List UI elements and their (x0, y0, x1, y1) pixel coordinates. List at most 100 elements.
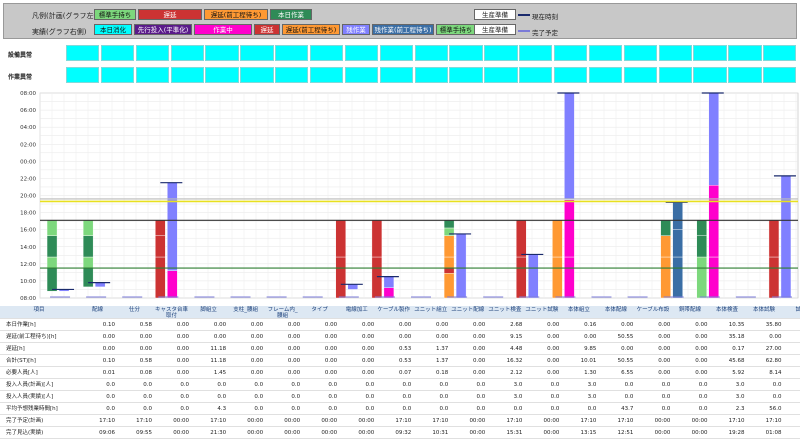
table-cell: 0.00 (324, 322, 338, 328)
abnormal-cell[interactable] (100, 45, 135, 61)
abnormal-cell[interactable] (763, 67, 797, 83)
abnormal-cell[interactable] (100, 67, 135, 83)
abnormal-cell[interactable] (66, 45, 100, 61)
table-cell: 0.0 (106, 406, 116, 412)
table-cell: 0.00 (695, 358, 708, 364)
table-cell: 0.0 (476, 382, 486, 388)
abnormal-cell[interactable] (135, 67, 170, 83)
table-cell: 11.18 (210, 358, 227, 364)
abnormal-cell[interactable] (484, 45, 518, 61)
table-row: 本日作業[h] 0.10 0.58 0.00 0.00 0.00 0.00 0.00 0.00 0… (0, 320, 800, 331)
abnormal-cell[interactable] (310, 45, 344, 61)
table-cell: 0.0 (784, 404, 800, 415)
abnormal-cell[interactable] (554, 45, 588, 61)
abnormal-cell[interactable] (205, 45, 239, 61)
abnormal-cell[interactable] (344, 67, 379, 83)
table-cell: 0.00 (436, 322, 449, 328)
abnormal-cell[interactable] (240, 45, 274, 61)
table-row: 遅延(前工程待ち)[h] 0.00 0.00 0.00 0.00 0.00 0.00 0.00… (0, 332, 800, 343)
table-header-cell: 支柱_腰組 (233, 307, 258, 313)
equipment-abnormal-row (66, 45, 798, 61)
abnormal-cell[interactable] (519, 67, 553, 83)
table-cell: 0.0 (587, 406, 597, 412)
abnormal-cell[interactable] (588, 67, 623, 83)
table-cell: 1.37 (436, 358, 449, 364)
table-cell: 00:00 (284, 418, 301, 424)
abnormal-cell[interactable] (379, 45, 414, 61)
table-cell: 0.0 (328, 382, 338, 388)
abnormal-cell[interactable] (135, 45, 170, 61)
table-cell: 0.00 (658, 358, 671, 364)
abnormal-cell[interactable] (588, 45, 623, 61)
table-cell: 0.00 (287, 358, 301, 364)
table-cell: 6.55 (621, 370, 634, 376)
table-row-label: 遅延(前工程待ち)[h] (6, 334, 57, 340)
table-cell: 0.0 (365, 382, 375, 388)
table-cell: 1.45 (213, 370, 227, 376)
table-cell: 00:00 (358, 418, 375, 424)
table-cell: 0.0 (784, 392, 800, 403)
abnormal-cell[interactable] (658, 67, 692, 83)
abnormal-cell[interactable] (205, 67, 239, 83)
abnormal-cell[interactable] (693, 45, 727, 61)
table-cell: 17:10 (136, 418, 153, 424)
abnormal-cell[interactable] (240, 67, 274, 83)
legend-plan-item: 標準手持ち (94, 9, 136, 20)
abnormal-cell[interactable] (623, 45, 658, 61)
table-header-cell: ユニット試験 (525, 307, 559, 313)
abnormal-cell[interactable] (484, 67, 518, 83)
table-row: 投入人員(実績)[人] 0.0 0.0 0.0 0.0 0.0 0.0 0.0 0.0 0.0 0.… (0, 392, 800, 403)
table-cell: 0.00 (769, 334, 782, 340)
abnormal-cell[interactable] (170, 67, 204, 83)
y-tick-label: 08:00 (20, 91, 36, 97)
actual-bar-segment (708, 185, 719, 258)
table-cell: 0.0 (698, 394, 708, 400)
abnormal-cell[interactable] (414, 67, 448, 83)
table-cell: 0.00 (398, 322, 412, 328)
abnormal-cell[interactable] (170, 45, 204, 61)
abnormal-cell[interactable] (728, 67, 762, 83)
table-cell: 0.00 (324, 358, 338, 364)
table-cell: 0.0 (513, 406, 523, 412)
abnormal-cell[interactable] (275, 67, 309, 83)
abnormal-cell[interactable] (379, 67, 414, 83)
abnormal-cell[interactable] (554, 67, 588, 83)
abnormal-cell[interactable] (449, 45, 483, 61)
abnormal-cell[interactable] (344, 45, 379, 61)
legend-now-line (518, 14, 530, 16)
abnormal-cell[interactable] (763, 45, 797, 61)
table-row-label: 平均予想残業時間[h] (6, 406, 58, 412)
table-cell: 0.53 (398, 346, 412, 352)
abnormal-cell[interactable] (66, 67, 100, 83)
table-row: 完了予定(計画) 17:10 17:10 00:00 17:10 00:00 00:00 00… (0, 416, 800, 427)
table-cell: 0.0 (217, 382, 227, 388)
actual-bar-segment (564, 199, 575, 258)
plan-bar-segment (371, 256, 383, 299)
abnormal-cell[interactable] (414, 45, 448, 61)
table-cell: 12:51 (617, 430, 634, 436)
actual-bar-segment (383, 287, 395, 299)
table-cell: 0.0 (143, 406, 153, 412)
abnormal-cell[interactable] (449, 67, 483, 83)
plan-bar-segment (82, 220, 94, 236)
table-cell: 0.10 (102, 322, 116, 328)
abnormal-cell[interactable] (658, 45, 692, 61)
table-cell: 00:00 (358, 430, 375, 436)
abnormal-cell[interactable] (519, 45, 553, 61)
table-cell: 0.00 (324, 346, 338, 352)
table-cell: 0.0 (143, 394, 153, 400)
table-cell: 0.00 (695, 346, 708, 352)
abnormal-cell[interactable] (275, 45, 309, 61)
table-cell: 35.80 (765, 322, 782, 328)
table-cell: 0.00 (250, 334, 264, 340)
table-cell: 21:30 (210, 430, 227, 436)
actual-bar-segment (672, 202, 683, 230)
table-cell: 0.00 (547, 370, 560, 376)
abnormal-cell[interactable] (310, 67, 344, 83)
plan-bar-segment (696, 256, 707, 299)
abnormal-cell[interactable] (623, 67, 658, 83)
equipment-abnormal-label: 設備異常 (8, 52, 33, 59)
abnormal-cell[interactable] (728, 45, 762, 61)
abnormal-cell[interactable] (693, 67, 727, 83)
table-cell: 0.00 (784, 344, 800, 355)
